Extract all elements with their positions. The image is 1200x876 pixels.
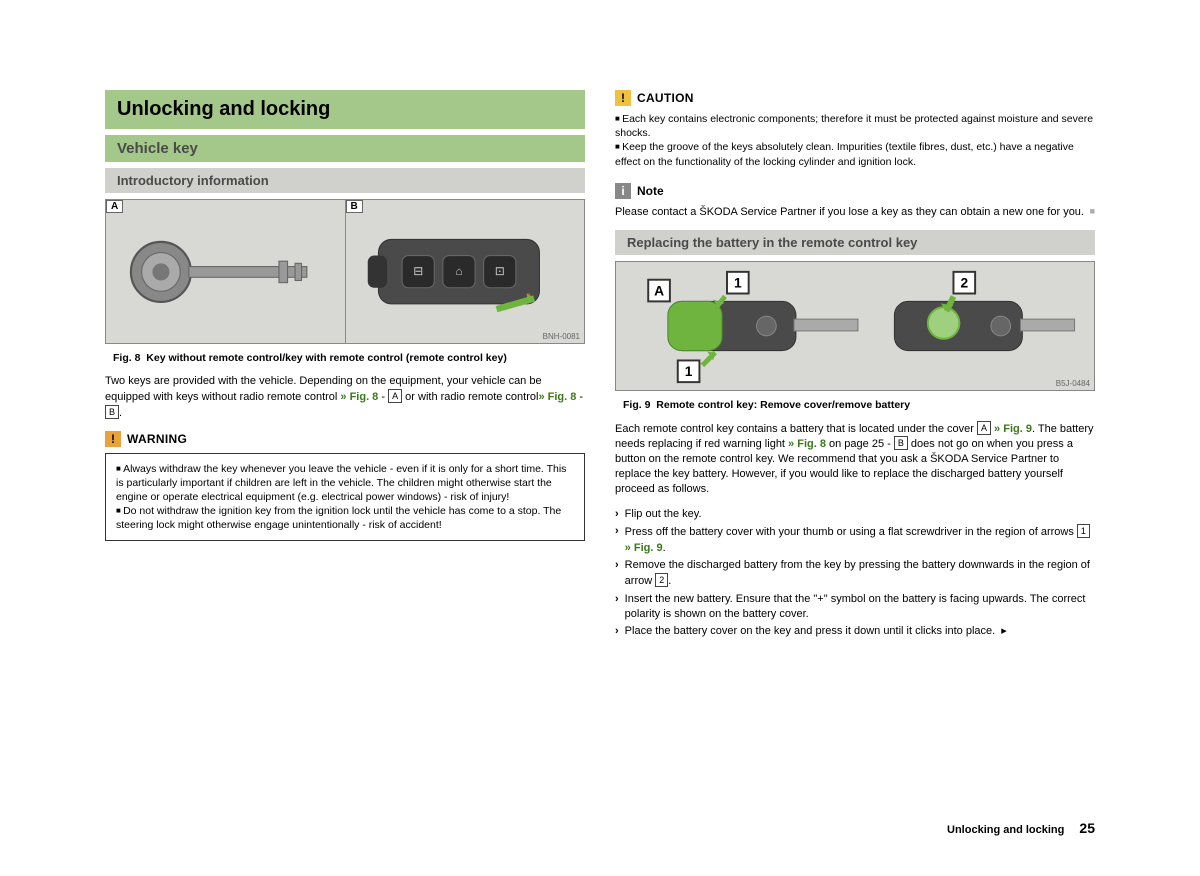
step-mark: ›	[615, 624, 619, 639]
intro-t3: or with radio remote control	[402, 391, 538, 403]
fig8-caption-text: Key without remote control/key with remo…	[146, 352, 507, 364]
s2a: Press off the battery cover with your th…	[625, 526, 1077, 538]
figure-8: A B ⊟ ⌂	[105, 199, 585, 344]
fig8-caption: Fig. 8 Key without remote control/key wi…	[105, 348, 585, 374]
s2-link[interactable]: » Fig. 9	[625, 542, 663, 554]
step-1: › Flip out the key.	[615, 507, 1095, 522]
step-mark: ›	[615, 592, 619, 623]
step1-text: Flip out the key.	[625, 507, 702, 522]
step-3: ›Remove the discharged battery from the …	[615, 558, 1095, 590]
fig9-caption: Fig. 9 Remote control key: Remove cover/…	[615, 395, 1095, 421]
continue-mark: ▸	[1001, 624, 1007, 639]
fig8-panel-a: A	[106, 200, 346, 343]
s2-box: 1	[1077, 524, 1090, 538]
step-mark: ›	[615, 507, 619, 522]
page-columns: Unlocking and locking Vehicle key Introd…	[105, 90, 1095, 642]
warning-head: ! WARNING	[105, 431, 585, 447]
intro-t4: -	[576, 391, 583, 403]
warning-b1: Always withdraw the key whenever you lea…	[116, 462, 574, 505]
warning-icon: !	[105, 431, 121, 447]
fig8-label-a: A	[106, 200, 123, 213]
intro-box-b: B	[105, 405, 119, 419]
info-icon: i	[615, 183, 631, 199]
warning-title: WARNING	[127, 432, 187, 446]
step-list: › Flip out the key. › Press off the batter…	[615, 507, 1095, 640]
page-footer: Unlocking and locking 25	[947, 820, 1095, 836]
fig9-caption-prefix: Fig. 9	[623, 399, 650, 411]
svg-text:1: 1	[734, 275, 742, 290]
step-5: › Place the battery cover on the key and …	[615, 624, 1095, 639]
intro-box-a: A	[388, 389, 402, 403]
fig9-ref: B5J-0484	[1056, 379, 1090, 388]
heading-1: Unlocking and locking	[105, 90, 585, 129]
s2b: .	[663, 542, 666, 554]
caution-icon: !	[615, 90, 631, 106]
warning-b2: Do not withdraw the ignition key from th…	[116, 504, 574, 532]
fig8-label-b: B	[346, 200, 363, 213]
fig9-svg: A 1 1 2	[616, 262, 1094, 390]
note-text: Please contact a ŠKODA Service Partner i…	[615, 206, 1084, 218]
fig8-caption-prefix: Fig. 8	[113, 352, 140, 364]
heading-3-intro: Introductory information	[105, 168, 585, 193]
p1-box-a: A	[977, 421, 991, 435]
caution-body: Each key contains electronic components;…	[615, 112, 1095, 169]
fig8-ref: BNH-0081	[543, 332, 580, 341]
svg-text:⌂: ⌂	[456, 264, 463, 278]
step4-text: Insert the new battery. Ensure that the …	[625, 592, 1095, 623]
p1-link1[interactable]: » Fig. 9	[991, 423, 1032, 435]
svg-text:2: 2	[960, 275, 968, 290]
note-body: Please contact a ŠKODA Service Partner i…	[615, 205, 1095, 220]
intro-link1[interactable]: » Fig. 8	[340, 391, 378, 403]
svg-text:1: 1	[685, 364, 693, 379]
intro-t2: -	[378, 391, 388, 403]
svg-text:A: A	[654, 283, 664, 298]
svg-text:⊡: ⊡	[495, 264, 505, 278]
p1-box-b: B	[894, 436, 908, 450]
caution-title: CAUTION	[637, 91, 694, 105]
p1a: Each remote control key contains a batte…	[615, 423, 977, 435]
step-mark: ›	[615, 558, 619, 590]
step3-wrap: Remove the discharged battery from the k…	[625, 558, 1095, 590]
p1-link2[interactable]: » Fig. 8	[788, 438, 826, 450]
right-column: ! CAUTION Each key contains electronic c…	[615, 90, 1095, 642]
heading-2: Vehicle key	[105, 135, 585, 162]
note-end-mark: ■	[1090, 205, 1095, 217]
key-remote-icon: ⊟ ⌂ ⊡	[357, 218, 572, 325]
s3a: Remove the discharged battery from the k…	[625, 559, 1090, 587]
left-column: Unlocking and locking Vehicle key Introd…	[105, 90, 585, 642]
note-title: Note	[637, 184, 664, 198]
fig8-panel-b: B ⊟ ⌂ ⊡ BNH-0081	[346, 200, 585, 343]
step-mark: ›	[615, 524, 619, 556]
step-2: › Press off the battery cover with your t…	[615, 524, 1095, 556]
s3-box: 2	[655, 573, 668, 587]
note-head: i Note	[615, 183, 1095, 199]
caution-head: ! CAUTION	[615, 90, 1095, 106]
p1c: on page 25 -	[826, 438, 894, 450]
page-number: 25	[1079, 820, 1095, 836]
intro-link2[interactable]: » Fig. 8	[538, 391, 576, 403]
step-4: ›Insert the new battery. Ensure that the…	[615, 592, 1095, 623]
heading-3-battery: Replacing the battery in the remote cont…	[615, 230, 1095, 255]
intro-t5: .	[119, 407, 122, 419]
key-plain-icon	[118, 229, 333, 315]
intro-paragraph: Two keys are provided with the vehicle. …	[105, 374, 585, 421]
fig9-caption-text: Remote control key: Remove cover/remove …	[656, 399, 910, 411]
step5-text: Place the battery cover on the key and p…	[625, 624, 996, 639]
figure-9: A 1 1 2 B5	[615, 261, 1095, 391]
s3b: .	[668, 575, 671, 587]
footer-section: Unlocking and locking	[947, 824, 1064, 836]
step2-wrap: Press off the battery cover with your th…	[625, 524, 1095, 556]
svg-text:⊟: ⊟	[414, 264, 424, 278]
caution-b1: Each key contains electronic components;…	[615, 112, 1095, 140]
caution-b2: Keep the groove of the keys absolutely c…	[615, 140, 1095, 168]
battery-paragraph: Each remote control key contains a batte…	[615, 421, 1095, 497]
warning-box: Always withdraw the key whenever you lea…	[105, 453, 585, 542]
